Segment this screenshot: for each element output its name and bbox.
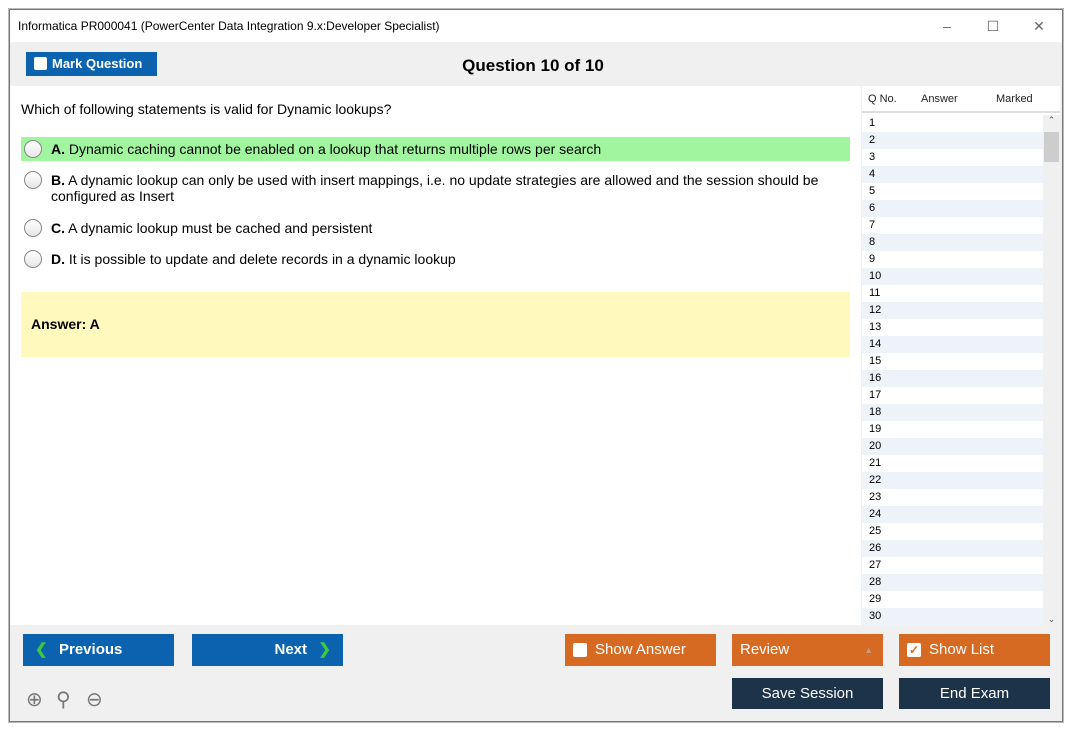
question-list-row[interactable]: 5 [869, 185, 876, 197]
option-text: It is possible to update and delete reco… [68, 251, 456, 267]
question-text: Which of following statements is valid f… [21, 101, 392, 117]
checkbox-icon [34, 57, 47, 70]
zoom-out-icon[interactable]: ⊖ [86, 689, 103, 711]
show-answer-button[interactable]: Show Answer [565, 634, 716, 666]
next-label: Next [274, 641, 307, 658]
minimize-icon[interactable]: – [943, 18, 951, 34]
question-list-row[interactable]: 6 [862, 200, 1043, 217]
previous-button[interactable]: ❮ Previous [23, 634, 174, 666]
header-answer: Answer [921, 93, 958, 105]
mark-question-label: Mark Question [52, 56, 143, 71]
option-letter: D. [51, 251, 65, 267]
question-list-row[interactable]: 24 [862, 506, 1043, 523]
question-list-row[interactable]: 1 [869, 117, 876, 129]
question-list-row[interactable]: 30 [862, 608, 1043, 625]
question-list-row[interactable]: 4 [862, 166, 1043, 183]
option-a[interactable]: A. Dynamic caching cannot be enabled on … [21, 137, 850, 161]
maximize-icon[interactable]: ☐ [986, 18, 1000, 34]
radio-button[interactable] [24, 171, 42, 189]
toolbar: Mark Question Question 10 of 10 [10, 42, 1062, 86]
show-list-button[interactable]: ✓ Show List [899, 634, 1050, 666]
question-list-row[interactable]: 18 [862, 404, 1043, 421]
caret-up-icon: ▲ [864, 645, 873, 655]
show-list-label: Show List [929, 641, 995, 658]
radio-button[interactable] [24, 140, 42, 158]
save-session-button[interactable]: Save Session [732, 678, 883, 709]
header-qno: Q No. [868, 93, 897, 105]
option-letter: C. [51, 220, 65, 236]
question-list-row[interactable]: 10 [862, 268, 1043, 285]
question-list-row[interactable]: 9 [869, 253, 876, 265]
checkbox-checked-icon: ✓ [907, 643, 921, 657]
chevron-left-icon: ❮ [35, 641, 48, 658]
radio-button[interactable] [24, 250, 42, 268]
mark-question-button[interactable]: Mark Question [26, 52, 157, 76]
show-answer-label: Show Answer [595, 641, 686, 658]
chevron-right-icon: ❯ [318, 641, 331, 658]
header-marked: Marked [996, 93, 1033, 105]
question-list-row[interactable]: 3 [869, 151, 876, 163]
question-list-row[interactable]: 16 [862, 370, 1043, 387]
question-list-row[interactable]: 2 [862, 132, 1043, 149]
review-dropdown[interactable]: Review ▲ [732, 634, 883, 666]
question-list-row[interactable]: 25 [869, 525, 882, 537]
end-exam-button[interactable]: End Exam [899, 678, 1050, 709]
review-label: Review [740, 641, 790, 658]
question-list-row[interactable]: 12 [862, 302, 1043, 319]
option-d[interactable]: D. It is possible to update and delete r… [21, 247, 850, 271]
question-list-row[interactable]: 14 [862, 336, 1043, 353]
scroll-up-icon[interactable]: ⌃ [1047, 115, 1056, 125]
scrollbar[interactable]: ⌃ ⌄ [1043, 115, 1060, 625]
scroll-down-icon[interactable]: ⌄ [1047, 614, 1056, 624]
question-list-row[interactable]: 8 [862, 234, 1043, 251]
window-title: Informatica PR000041 (PowerCenter Data I… [18, 19, 440, 33]
next-button[interactable]: Next ❯ [192, 634, 343, 666]
question-list-row[interactable]: 27 [869, 559, 882, 571]
question-list-row[interactable]: 13 [869, 321, 882, 333]
app-window: Informatica PR000041 (PowerCenter Data I… [9, 9, 1063, 722]
question-list-row[interactable]: 26 [862, 540, 1043, 557]
question-counter: Question 10 of 10 [462, 56, 604, 75]
question-list-row[interactable]: 22 [862, 472, 1043, 489]
question-list-row[interactable]: 20 [862, 438, 1043, 455]
checkbox-icon [573, 643, 587, 657]
question-list-row[interactable]: 17 [869, 389, 882, 401]
question-list-row[interactable]: 19 [869, 423, 882, 435]
option-text: A dynamic lookup can only be used with i… [51, 172, 819, 204]
scroll-thumb[interactable] [1044, 132, 1059, 162]
question-list: Q No. Answer Marked 1 2 3 4 5 6 7 8 9 10 11 12 13 14 1… [862, 86, 1060, 625]
question-panel: Which of following statements is valid f… [10, 86, 861, 625]
option-letter: A. [51, 141, 65, 157]
option-text: A dynamic lookup must be cached and pers… [68, 220, 373, 236]
option-b[interactable]: B. A dynamic lookup can only be used wit… [21, 168, 850, 208]
option-c[interactable]: C. A dynamic lookup must be cached and p… [21, 216, 850, 240]
question-list-row[interactable]: 23 [869, 491, 882, 503]
question-list-row[interactable]: 11 [869, 287, 881, 299]
zoom-reset-icon[interactable]: ⚲ [56, 689, 71, 711]
question-list-row[interactable]: 21 [869, 457, 882, 469]
option-letter: B. [51, 172, 65, 188]
zoom-in-icon[interactable]: ⊕ [26, 689, 43, 711]
question-list-row[interactable]: 15 [869, 355, 882, 367]
answer-box: Answer: A [21, 292, 850, 357]
radio-button[interactable] [24, 219, 42, 237]
close-icon[interactable]: ✕ [1033, 18, 1045, 34]
previous-label: Previous [59, 641, 123, 658]
option-text: Dynamic caching cannot be enabled on a l… [68, 141, 602, 157]
question-list-row[interactable]: 7 [869, 219, 876, 231]
question-list-row[interactable]: 28 [862, 574, 1043, 591]
question-list-row[interactable]: 29 [869, 593, 882, 605]
title-bar: Informatica PR000041 (PowerCenter Data I… [10, 10, 1062, 42]
